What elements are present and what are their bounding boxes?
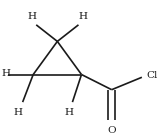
Text: H: H: [14, 108, 23, 117]
Text: H: H: [1, 69, 10, 78]
Text: O: O: [107, 126, 116, 135]
Text: Cl: Cl: [146, 71, 158, 80]
Text: H: H: [65, 108, 74, 117]
Text: H: H: [79, 12, 87, 21]
Text: H: H: [27, 12, 36, 21]
